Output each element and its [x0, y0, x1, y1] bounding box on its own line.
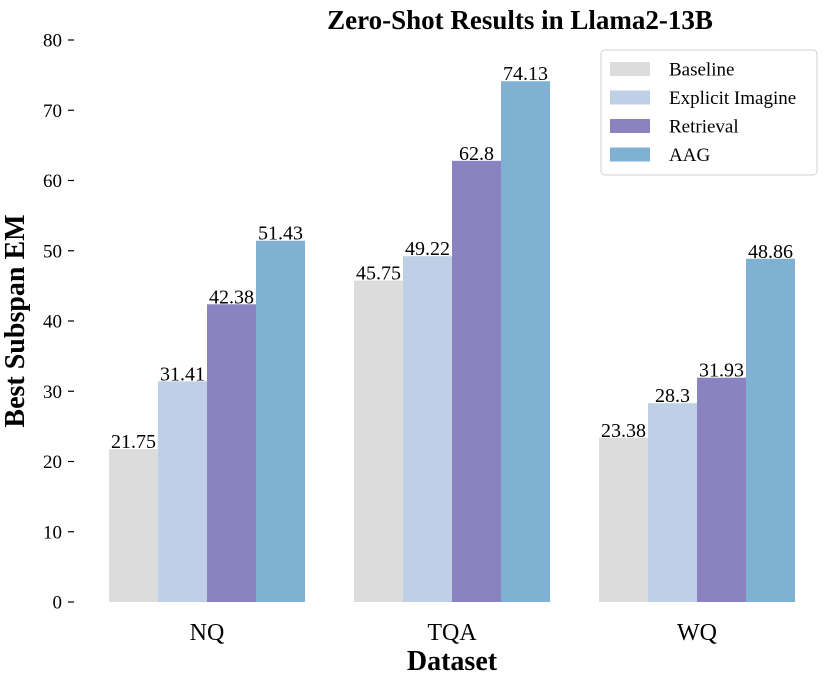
- legend-label: AAG: [669, 145, 710, 166]
- bar-wq-explicit-imagine: [648, 403, 697, 602]
- bar-tqa-baseline: [354, 280, 403, 602]
- y-tick-label: 40: [43, 312, 62, 333]
- y-tick-label: 50: [43, 241, 62, 262]
- x-tick-label: WQ: [677, 620, 717, 646]
- bar-wq-aag: [746, 258, 795, 602]
- data-label: 31.41: [160, 363, 205, 385]
- bar-nq-baseline: [109, 449, 158, 602]
- bar-tqa-retrieval: [452, 160, 501, 602]
- legend-label: Explicit Imagine: [669, 88, 796, 109]
- y-tick-label: 10: [43, 522, 62, 543]
- data-label: 45.75: [356, 263, 401, 285]
- legend-swatch: [610, 90, 650, 105]
- data-label: 48.86: [748, 241, 793, 263]
- data-label: 21.75: [111, 431, 156, 453]
- y-tick-label: 30: [43, 382, 62, 403]
- bar-nq-retrieval: [207, 304, 256, 602]
- y-axis-title: Best Subspan EM: [0, 214, 31, 427]
- data-label: 51.43: [258, 223, 303, 245]
- x-tick-label: NQ: [190, 620, 225, 646]
- legend-box: [600, 49, 818, 176]
- data-label: 74.13: [503, 63, 548, 85]
- data-label: 28.3: [655, 385, 690, 407]
- bar-wq-baseline: [599, 437, 648, 602]
- data-label: 23.38: [601, 420, 646, 442]
- legend: Baseline Explicit Imagine Retrieval AAG: [600, 49, 818, 176]
- y-tick-label: 0: [53, 593, 63, 614]
- bar-nq-aag: [256, 240, 305, 602]
- y-tick-label: 20: [43, 452, 62, 473]
- legend-label: Retrieval: [669, 117, 739, 138]
- x-axis-title: Dataset: [407, 646, 498, 677]
- bar-tqa-explicit-imagine: [403, 256, 452, 602]
- legend-swatch: [610, 119, 650, 133]
- legend-swatch: [610, 62, 650, 76]
- legend-label: Baseline: [669, 60, 734, 81]
- chart-title: Zero-Shot Results in Llama2-13B: [327, 5, 713, 35]
- x-tick-label: TQA: [427, 620, 477, 646]
- bar-tqa-aag: [501, 81, 550, 602]
- bar-nq-explicit-imagine: [158, 381, 207, 602]
- data-label: 42.38: [209, 286, 254, 308]
- y-axis: 0 10 20 30 40 50 60 70 80: [43, 31, 74, 614]
- y-tick-label: 80: [43, 31, 62, 52]
- data-label: 31.93: [699, 360, 744, 382]
- bar-wq-retrieval: [697, 377, 746, 602]
- data-label: 49.22: [405, 238, 450, 260]
- y-tick-label: 70: [43, 101, 62, 122]
- legend-swatch: [610, 147, 650, 162]
- y-tick-label: 60: [43, 171, 62, 192]
- bars-group: [109, 81, 795, 602]
- x-axis: NQ TQA WQ: [190, 620, 717, 646]
- data-label: 62.8: [459, 143, 494, 165]
